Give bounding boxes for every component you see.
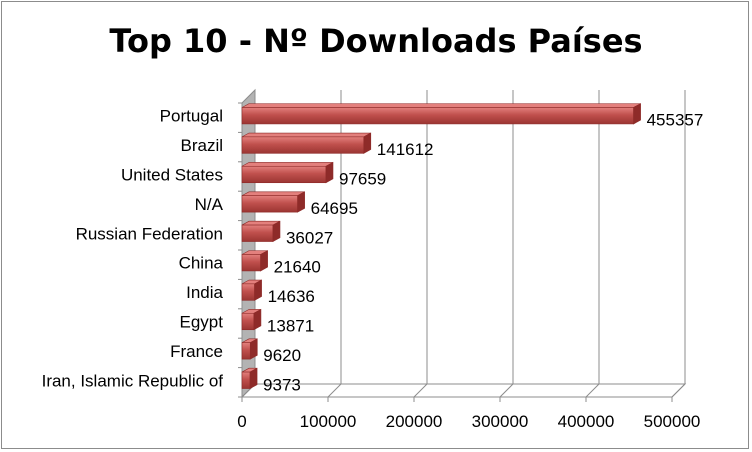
labels: 0 100000 200000 300000 400000 500000 Portugal 4… <box>42 107 704 431</box>
bar-end-face <box>254 279 262 301</box>
bar-top-face <box>241 103 641 108</box>
bar-end-face <box>253 308 262 331</box>
bar-end-face <box>249 367 258 390</box>
gridlines <box>241 90 686 398</box>
data-label: 9373 <box>263 375 301 394</box>
bar-end-face <box>297 191 305 213</box>
category-label: Iran, Islamic Republic of <box>42 371 224 390</box>
category-label: Portugal <box>160 107 223 126</box>
x-tick-label: 500000 <box>644 412 701 431</box>
bar-front-face <box>241 342 251 360</box>
bar-front-face <box>241 136 365 154</box>
category-label: France <box>170 342 223 361</box>
bar <box>241 338 258 360</box>
bar-end-face <box>249 338 258 360</box>
x-tick-label: 0 <box>237 412 246 431</box>
bar <box>241 308 262 331</box>
data-label: 141612 <box>377 140 434 159</box>
bar-front-face <box>241 165 327 184</box>
x-tick-label: 200000 <box>386 412 443 431</box>
x-tick-label: 400000 <box>558 412 615 431</box>
bar <box>241 367 258 390</box>
bar-top-face <box>241 132 371 138</box>
bar-front-face <box>241 224 274 242</box>
data-label: 13871 <box>267 317 314 336</box>
bar <box>241 103 641 125</box>
bar-end-face <box>363 132 372 154</box>
data-label: 9620 <box>263 346 301 365</box>
data-label: 36027 <box>286 228 333 247</box>
floor-gridline <box>413 383 428 398</box>
bar-top-face <box>241 162 334 167</box>
category-label: United States <box>121 166 223 185</box>
bar-front-face <box>241 254 261 272</box>
category-label: Egypt <box>180 313 224 332</box>
floor-gridline <box>499 383 514 398</box>
x-tick-label: 300000 <box>472 412 529 431</box>
bars <box>241 103 641 390</box>
data-label: 455357 <box>647 111 704 130</box>
category-label: Brazil <box>180 136 223 155</box>
bar-top-face <box>241 191 305 196</box>
floor-gridline <box>327 383 342 398</box>
bar-front-face <box>241 195 298 213</box>
data-label: 21640 <box>274 258 321 277</box>
category-label: Russian Federation <box>76 224 223 243</box>
data-label: 14636 <box>268 287 315 306</box>
bar-end-face <box>633 103 641 125</box>
bar-front-face <box>241 371 251 389</box>
category-label: India <box>186 283 223 302</box>
bar <box>241 250 268 272</box>
bar-front-face <box>241 107 634 125</box>
bar-front-face <box>241 312 255 331</box>
data-label: 64695 <box>311 199 358 218</box>
bar-end-face <box>260 250 268 272</box>
bar <box>241 161 334 184</box>
x-tick-label: 100000 <box>300 412 357 431</box>
chart-title: Top 10 - Nº Downloads Países <box>109 22 643 60</box>
category-label: N/A <box>195 195 224 214</box>
bar-front-face <box>241 283 255 301</box>
bar <box>241 279 262 301</box>
bar <box>241 220 281 243</box>
bar-end-face <box>325 161 334 184</box>
bar-end-face <box>272 220 281 243</box>
floor-gridline <box>585 383 600 398</box>
bar <box>241 132 372 154</box>
floor <box>240 383 687 398</box>
data-label: 97659 <box>339 170 386 189</box>
bar <box>241 191 305 213</box>
category-label: China <box>179 254 224 273</box>
